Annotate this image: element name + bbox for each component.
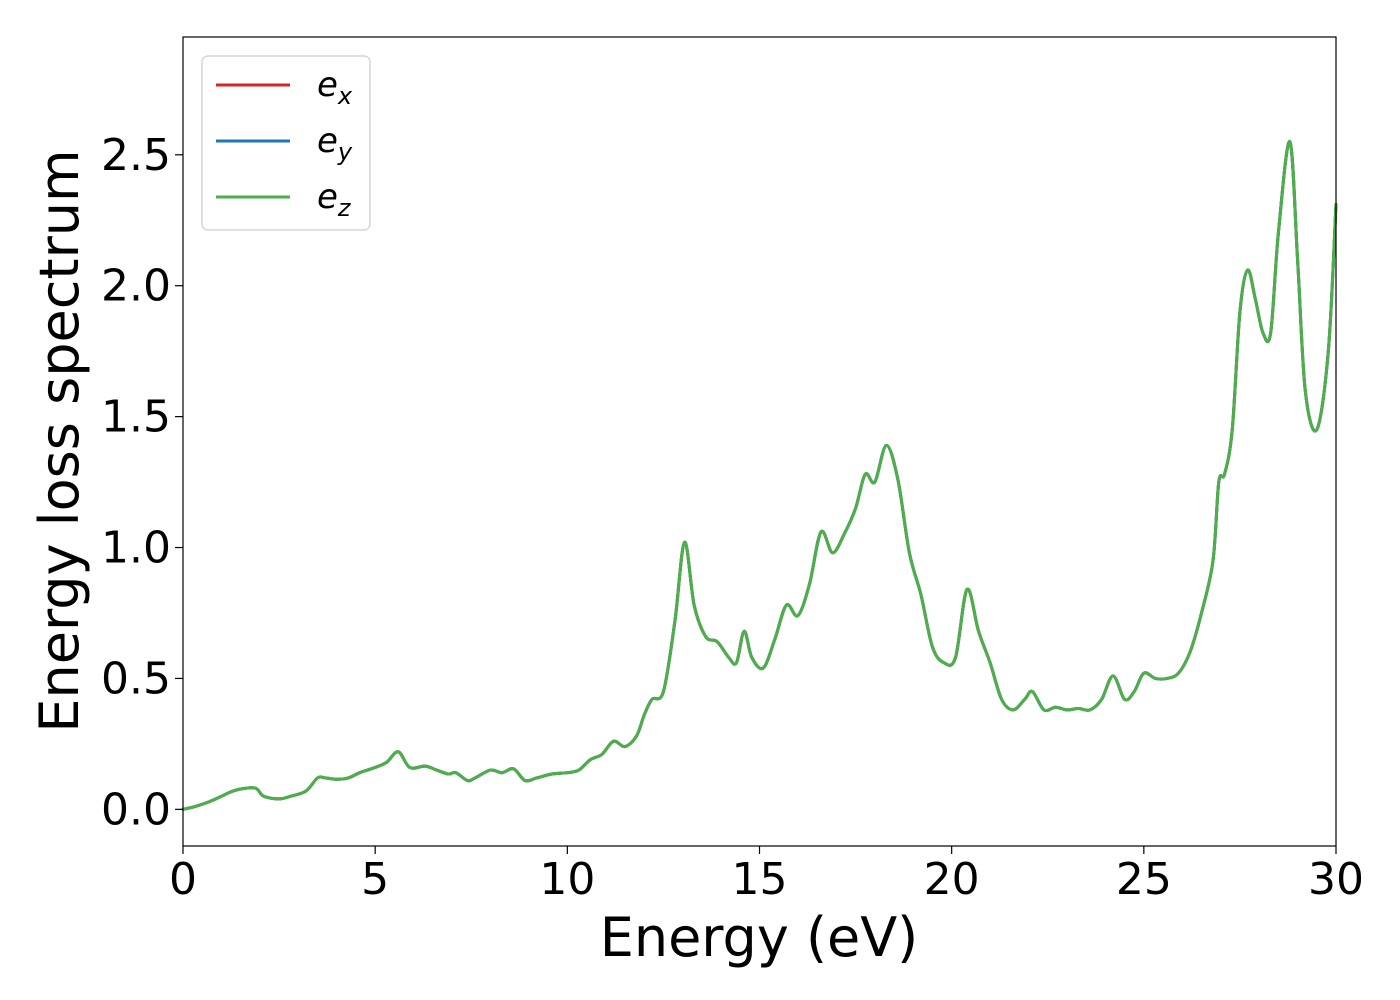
legend-label-ey: ey: [317, 121, 353, 166]
plot-area: [183, 37, 1336, 846]
legend-label-ez: ez: [317, 177, 352, 222]
x-tick-label: 15: [732, 854, 788, 905]
y-tick-label: 0.5: [101, 653, 171, 704]
x-tick-label: 5: [361, 854, 389, 905]
y-tick-label: 0.0: [101, 784, 171, 835]
series-layer: [181, 140, 1338, 811]
series-line-ez: [181, 140, 1338, 811]
legend-box: [201, 55, 371, 231]
y-tick-label: 2.0: [101, 261, 171, 312]
y-axis: 0.0 0.5 1.0 1.5 2.0 2.5: [101, 130, 183, 835]
x-tick-label: 25: [1116, 854, 1172, 905]
x-tick-label: 0: [169, 854, 197, 905]
x-tick-label: 30: [1308, 854, 1364, 905]
x-axis: 0 5 10 15 20 25 30: [169, 846, 1364, 905]
y-axis-title: Energy loss spectrum: [28, 149, 91, 732]
x-tick-label: 10: [539, 854, 595, 905]
y-tick-label: 1.5: [101, 392, 171, 443]
legend: ex ey ez: [201, 55, 371, 231]
x-axis-title: Energy (eV): [600, 906, 919, 969]
y-tick-label: 2.5: [101, 130, 171, 181]
legend-label-ex: ex: [317, 65, 353, 110]
y-tick-label: 1.0: [101, 523, 171, 574]
x-tick-label: 20: [924, 854, 980, 905]
